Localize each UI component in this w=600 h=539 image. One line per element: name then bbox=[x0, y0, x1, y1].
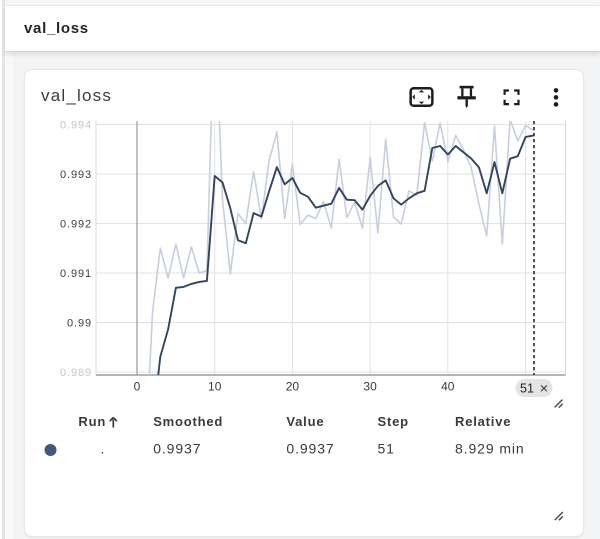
svg-text:0.9937: 0.9937 bbox=[286, 441, 334, 457]
svg-text:✕: ✕ bbox=[539, 383, 549, 395]
svg-text:51: 51 bbox=[378, 441, 395, 457]
svg-text:8.929 min: 8.929 min bbox=[455, 441, 525, 457]
svg-text:Value: Value bbox=[286, 414, 324, 429]
svg-text:0.993: 0.993 bbox=[60, 169, 92, 181]
svg-text:Smoothed: Smoothed bbox=[153, 414, 223, 429]
svg-text:0: 0 bbox=[134, 380, 141, 394]
svg-text:51: 51 bbox=[520, 381, 534, 395]
svg-text:0.994: 0.994 bbox=[60, 119, 92, 131]
svg-text:.: . bbox=[101, 441, 106, 457]
svg-text:40: 40 bbox=[441, 380, 455, 394]
svg-text:30: 30 bbox=[363, 380, 377, 394]
svg-text:Run: Run bbox=[78, 414, 106, 429]
svg-text:0.99: 0.99 bbox=[67, 317, 92, 329]
svg-text:0.991: 0.991 bbox=[60, 268, 92, 280]
svg-text:0.9937: 0.9937 bbox=[153, 441, 201, 457]
svg-text:20: 20 bbox=[286, 380, 300, 394]
svg-text:Relative: Relative bbox=[455, 414, 511, 429]
svg-text:Step: Step bbox=[378, 414, 409, 429]
svg-text:0.992: 0.992 bbox=[60, 218, 92, 230]
svg-text:0.989: 0.989 bbox=[60, 367, 92, 379]
svg-text:10: 10 bbox=[208, 380, 222, 394]
